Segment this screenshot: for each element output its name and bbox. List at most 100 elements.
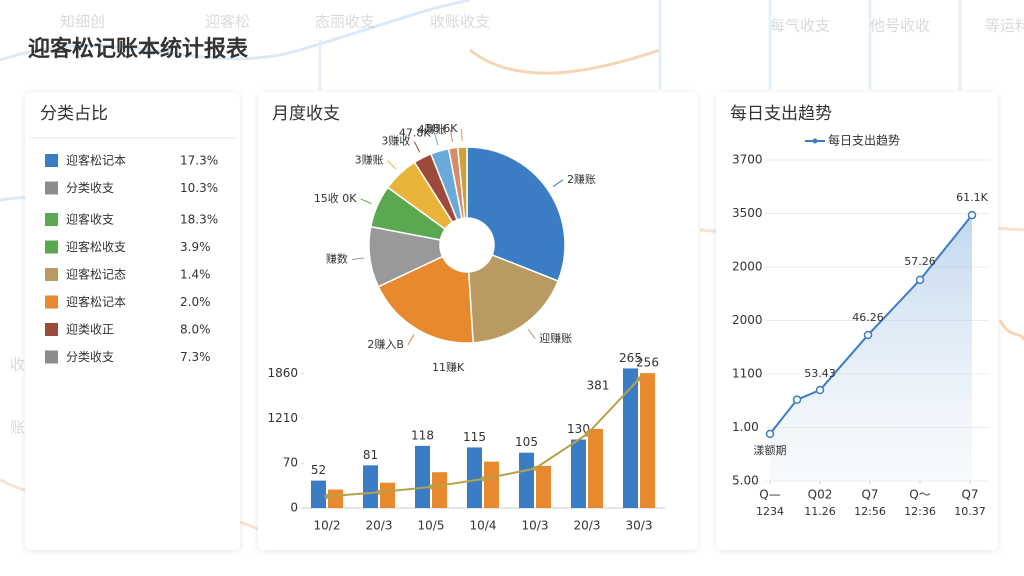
category-value: 2.0%	[180, 295, 211, 309]
y-tick-label: 3500	[732, 206, 763, 220]
point	[815, 385, 825, 395]
value-label: 52	[311, 463, 326, 477]
point	[792, 395, 802, 404]
value-label: 265	[619, 351, 642, 365]
x-tick-label: 20/3	[574, 519, 601, 533]
category-label: 分类收支	[66, 181, 114, 195]
background-label: 态丽收支	[315, 13, 375, 31]
page-title: 迎客松记账本统计报表	[28, 36, 249, 62]
x-tick-label: 10/3	[522, 519, 549, 533]
category-value: 7.3%	[180, 350, 211, 364]
panel-title: 分类占比	[40, 104, 108, 124]
category-label: 迎客松记本	[66, 294, 126, 309]
category-label: 迎客松收支	[66, 239, 126, 254]
background-label: 知细创	[60, 13, 105, 31]
background-label: 每气收支	[770, 17, 830, 35]
x-tick-label: 10/2	[314, 519, 341, 533]
annotation: 46.26	[852, 311, 884, 324]
x-tick-label: Q7	[961, 488, 978, 502]
value-label: 115	[463, 430, 486, 444]
x-tick-label: 10/5	[418, 519, 445, 533]
annotation: 57.26	[904, 255, 936, 268]
panel-title: 每日支出趋势	[730, 104, 832, 124]
legend-label: 每日支出趋势	[828, 133, 900, 148]
category-label: 迎类收正	[66, 323, 114, 337]
slice-label: 赚数	[326, 252, 348, 266]
category-label: 分类收支	[66, 350, 114, 364]
panel-title: 月度收支	[272, 104, 340, 124]
leader-line	[527, 328, 536, 340]
slice-label: 2赚入B	[367, 337, 404, 351]
category-label: 迎客松记态	[66, 267, 126, 282]
trend-point	[480, 476, 486, 482]
leader-line	[552, 179, 564, 187]
category-label: 迎客松记本	[66, 153, 126, 168]
x-tick-label: 20/3	[366, 519, 393, 533]
bar	[519, 452, 534, 508]
slice-label: 迎赚账	[539, 331, 572, 345]
category-value: 10.3%	[180, 181, 218, 195]
category-value: 18.3%	[180, 213, 218, 227]
y-tick-label: 70	[283, 456, 298, 470]
background-label: 他号收收	[870, 17, 930, 35]
trend-point	[532, 466, 538, 471]
trend-point	[376, 489, 382, 495]
legend-swatch	[45, 240, 58, 254]
trend-point	[324, 493, 330, 499]
category-value: 1.4%	[180, 268, 211, 282]
x-tick-sublabel: 12:56	[854, 505, 886, 518]
annotation: 11赚K	[432, 360, 465, 374]
category-value: 8.0%	[180, 323, 211, 337]
slice-label: 47.8K	[399, 127, 431, 140]
value-label: 256	[636, 356, 659, 370]
legend-marker	[812, 138, 818, 144]
slice-label: 3赚账	[355, 152, 384, 166]
background-label: 迎客松	[205, 13, 250, 31]
annotation: 61.1K	[956, 191, 988, 204]
legend-swatch	[45, 323, 58, 336]
x-tick-sublabel: 1234	[756, 505, 784, 518]
annotation: 漾额期	[754, 443, 787, 457]
x-tick-sublabel: 11.26	[804, 505, 836, 518]
leader-line	[434, 133, 439, 146]
point	[967, 210, 977, 220]
bar	[432, 472, 447, 508]
y-tick-label: 3700	[732, 153, 763, 167]
leader-line	[461, 129, 463, 142]
x-tick-label: Q02	[808, 488, 833, 502]
value-label: 105	[515, 435, 538, 449]
bar	[536, 465, 551, 508]
x-tick-sublabel: 12:36	[904, 505, 936, 518]
point	[765, 429, 775, 439]
bar	[588, 429, 603, 508]
line	[769, 214, 973, 435]
leader-line	[450, 130, 453, 143]
leader-line	[413, 141, 421, 153]
y-tick-label: 1100	[732, 367, 763, 381]
bar	[311, 480, 326, 508]
annotation: 53.43	[804, 367, 836, 380]
y-tick-label: 5.00	[732, 474, 759, 488]
pie-hole	[440, 218, 494, 272]
leader-line	[387, 160, 397, 170]
legend-swatch	[45, 268, 58, 281]
bar	[328, 489, 343, 508]
y-tick-label: 0	[290, 501, 298, 515]
bar	[640, 373, 655, 508]
y-tick-label: 1.00	[732, 420, 759, 434]
trend-point	[636, 376, 642, 382]
point	[863, 330, 873, 340]
x-tick-sublabel: 10.37	[954, 505, 986, 518]
y-tick-label: 1210	[267, 411, 298, 425]
x-tick-label: Q〜	[909, 488, 930, 502]
x-tick-label: 30/3	[626, 519, 653, 533]
bar	[484, 461, 499, 508]
value-label: 81	[363, 448, 378, 462]
value-label: 118	[411, 428, 434, 442]
panel	[25, 92, 240, 550]
slice-label: 15收 0K	[314, 191, 357, 205]
bar	[363, 465, 378, 508]
point	[915, 275, 925, 285]
category-value: 17.3%	[180, 154, 218, 168]
leader-line	[407, 334, 415, 346]
